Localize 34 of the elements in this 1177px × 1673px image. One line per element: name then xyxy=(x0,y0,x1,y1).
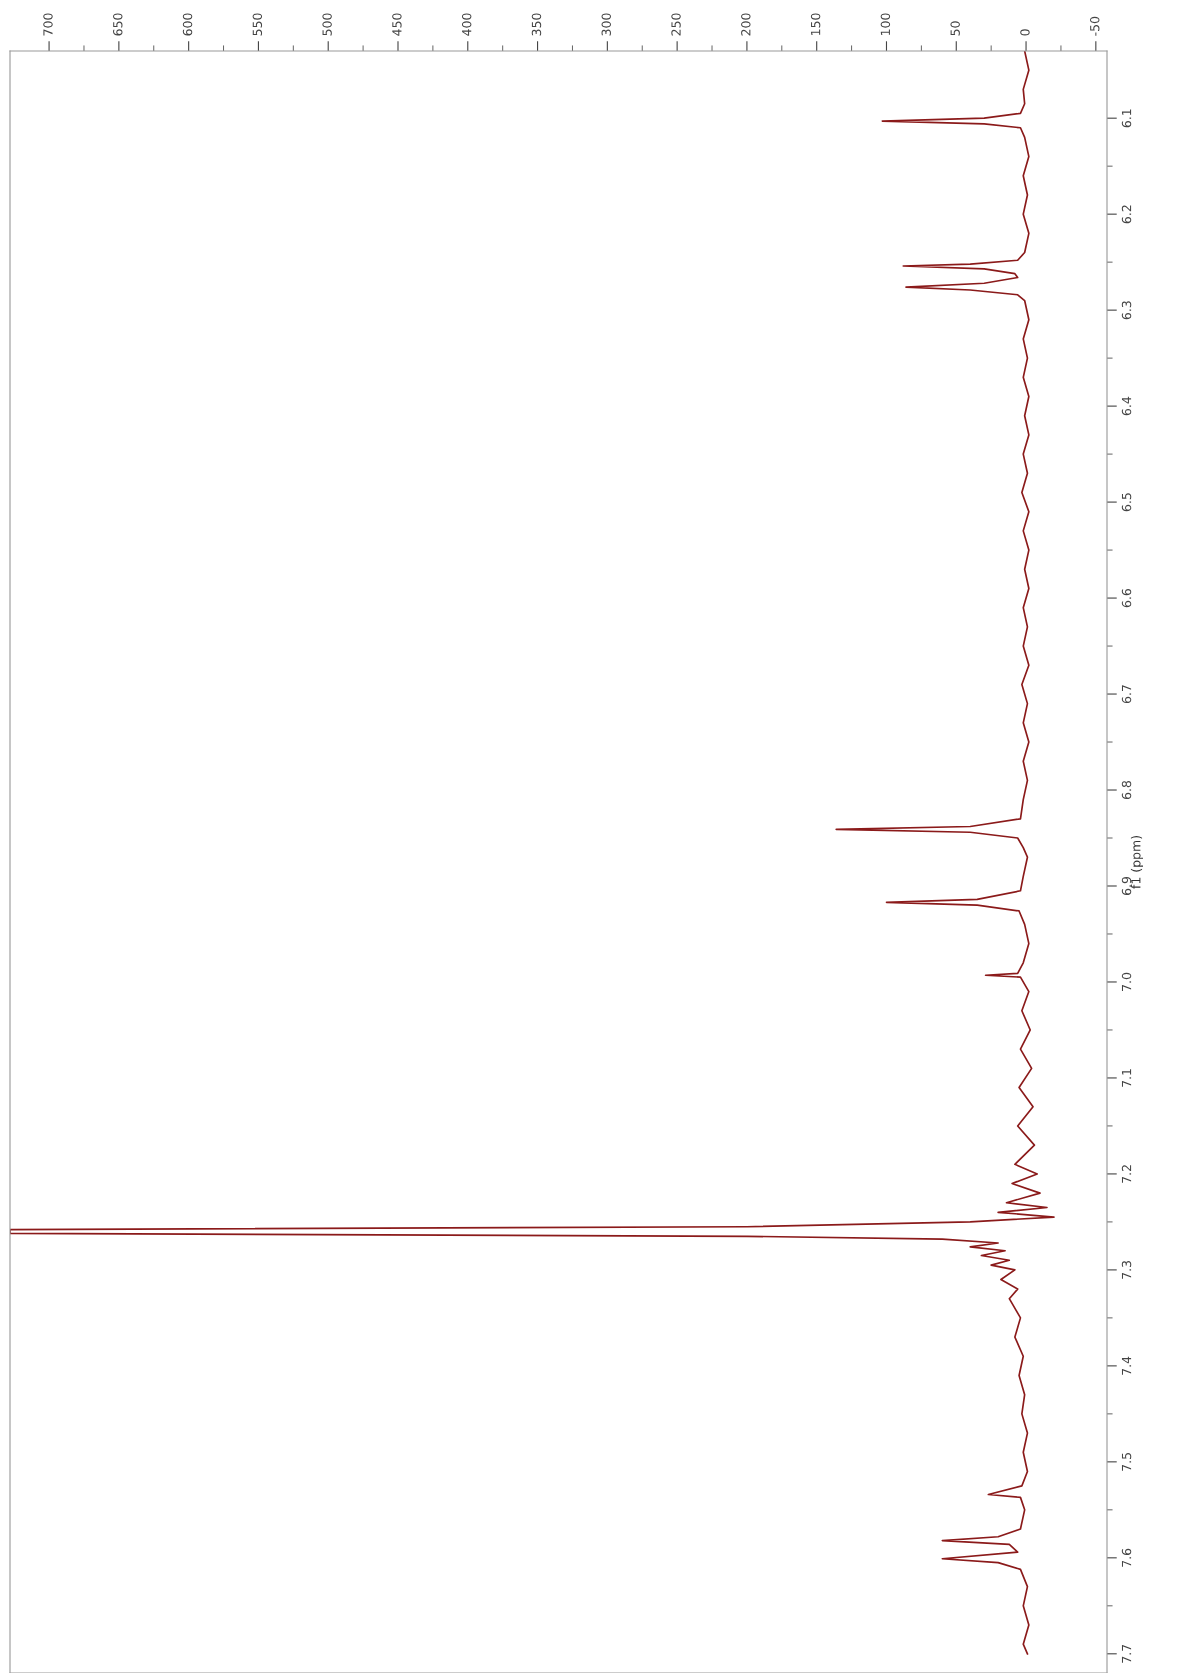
y-tick-label: 7.1 xyxy=(1121,1069,1132,1087)
x-tick-label: -50 xyxy=(1090,16,1100,36)
y-tick-label: 7.5 xyxy=(1121,1453,1132,1471)
x-tick-label: 350 xyxy=(531,13,542,36)
x-tick-label: 50 xyxy=(950,21,960,36)
x-tick-label: 250 xyxy=(671,13,681,36)
x-tick-label: 0 xyxy=(1020,29,1030,36)
x-tick-label: 150 xyxy=(810,13,821,36)
y-tick-label: 6.8 xyxy=(1121,780,1132,800)
x-tick-label: 500 xyxy=(322,13,332,36)
y-tick-label: 7.4 xyxy=(1121,1356,1132,1375)
y-tick-label: 6.5 xyxy=(1121,493,1132,512)
y-tick-label: 7.7 xyxy=(1121,1644,1132,1663)
x-tick-label: 200 xyxy=(741,13,751,36)
y-tick-label: 7.0 xyxy=(1121,972,1132,991)
y-tick-label: 6.7 xyxy=(1121,685,1132,704)
y-tick-label: 6.1 xyxy=(1121,109,1132,128)
x-tick-label: 450 xyxy=(392,13,402,36)
x-tick-label: 600 xyxy=(182,13,193,36)
y-tick-label: 6.3 xyxy=(1121,301,1132,320)
y-tick-label: 7.3 xyxy=(1121,1260,1132,1279)
x-tick-label: 300 xyxy=(601,13,611,36)
y-tick-label: 7.6 xyxy=(1121,1548,1132,1567)
x-tick-label: 550 xyxy=(252,13,263,36)
y-tick-label: 7.2 xyxy=(1121,1165,1132,1183)
x-tick-label: 650 xyxy=(113,13,123,36)
y-tick-label: 6.4 xyxy=(1121,396,1132,416)
y-tick-label: 6.6 xyxy=(1121,588,1132,608)
x-tick-label: 100 xyxy=(880,13,891,36)
x-tick-label: 400 xyxy=(461,13,472,36)
y-tick-label: 6.2 xyxy=(1121,205,1132,224)
x-tick-label: 700 xyxy=(43,13,53,36)
y-axis-title: f1 (ppm) xyxy=(1130,836,1143,889)
y-tick-label: 6.9 xyxy=(1121,876,1132,896)
